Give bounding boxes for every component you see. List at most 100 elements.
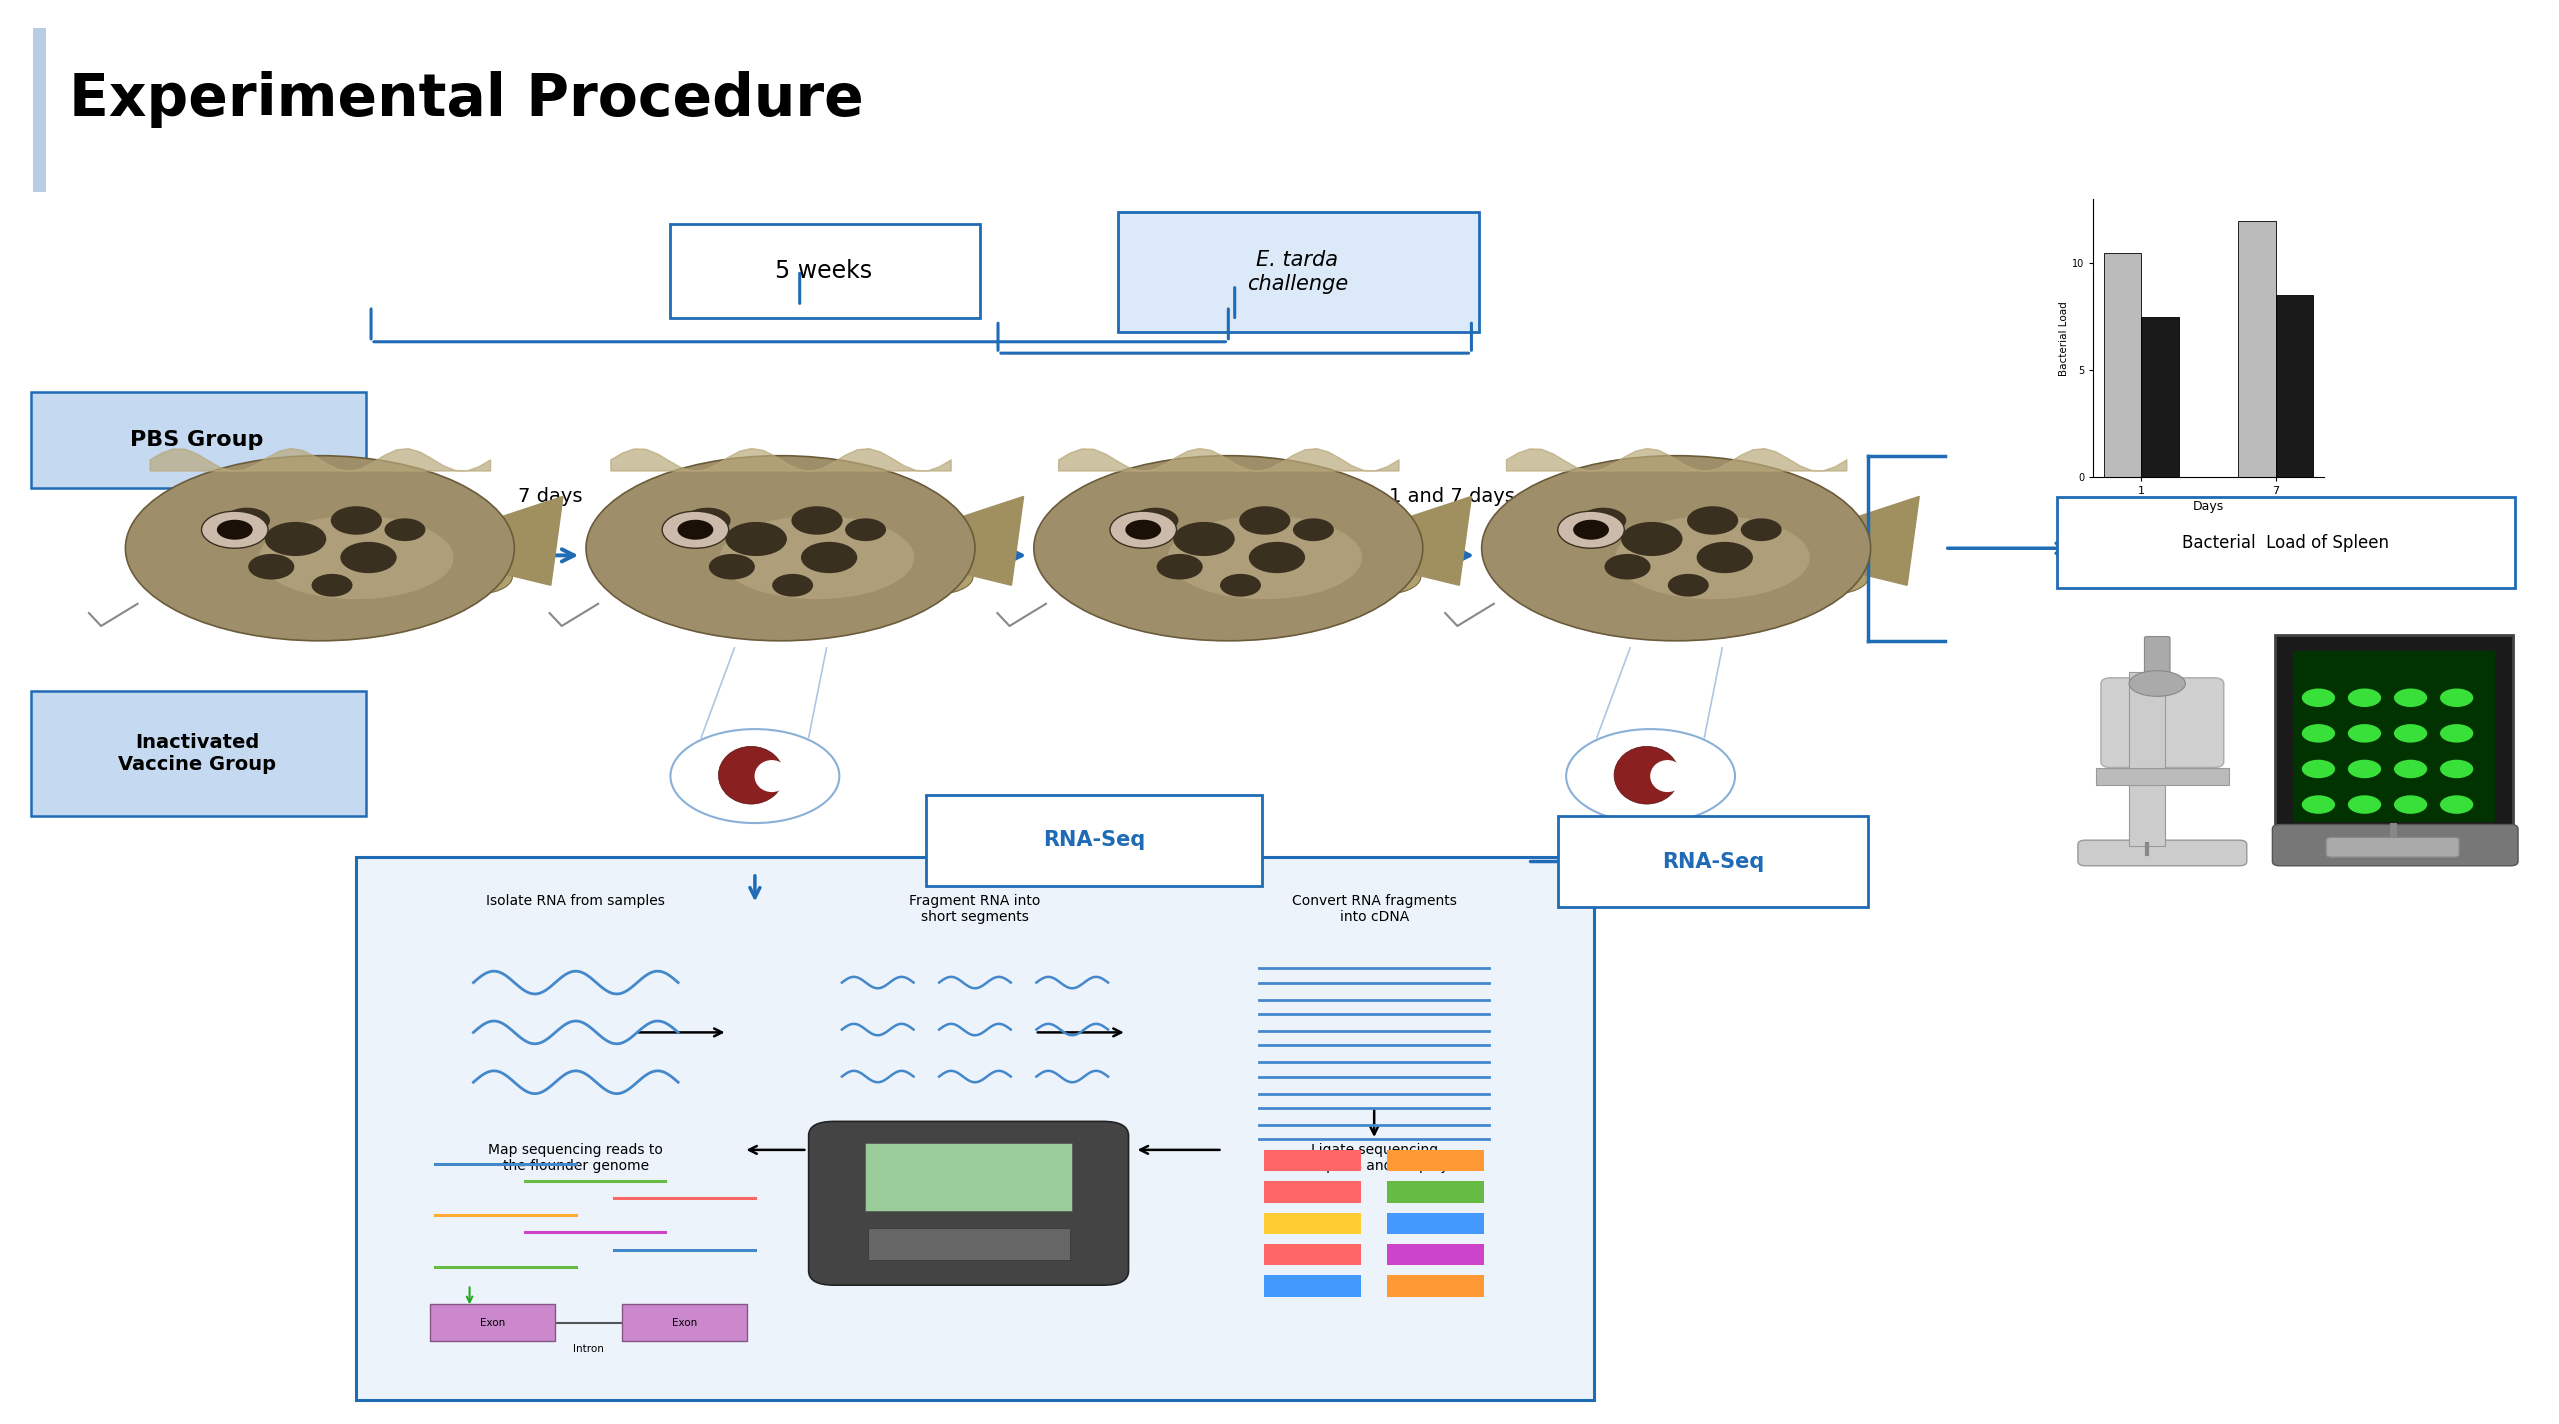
Circle shape xyxy=(218,520,253,540)
FancyBboxPatch shape xyxy=(2129,672,2165,846)
FancyBboxPatch shape xyxy=(868,1227,1070,1260)
FancyBboxPatch shape xyxy=(2275,635,2513,832)
Text: Ligate sequencing
adapters and amplify: Ligate sequencing adapters and amplify xyxy=(1300,1142,1448,1173)
FancyBboxPatch shape xyxy=(2144,637,2170,675)
Circle shape xyxy=(2303,760,2336,778)
Circle shape xyxy=(340,541,397,572)
Ellipse shape xyxy=(1750,545,1868,595)
Ellipse shape xyxy=(755,760,788,792)
Bar xyxy=(2275,296,2313,477)
Text: Exon: Exon xyxy=(673,1317,696,1329)
Bar xyxy=(1264,1182,1361,1202)
Circle shape xyxy=(264,523,328,557)
Bar xyxy=(1387,1151,1484,1171)
Text: 1 and 7 days: 1 and 7 days xyxy=(1390,487,1515,506)
Ellipse shape xyxy=(719,515,914,600)
Text: RNA-Seq: RNA-Seq xyxy=(1044,830,1144,850)
Polygon shape xyxy=(1848,497,1919,585)
Ellipse shape xyxy=(2129,671,2185,696)
FancyBboxPatch shape xyxy=(33,28,46,192)
Text: Map sequencing reads to
the flounder genome: Map sequencing reads to the flounder gen… xyxy=(489,1142,663,1173)
FancyBboxPatch shape xyxy=(926,795,1262,886)
Circle shape xyxy=(709,554,755,580)
Text: Convert RNA fragments
into cDNA: Convert RNA fragments into cDNA xyxy=(1292,894,1456,924)
Ellipse shape xyxy=(1482,456,1871,641)
Ellipse shape xyxy=(586,456,975,641)
Circle shape xyxy=(683,507,729,534)
Circle shape xyxy=(1622,523,1684,557)
Circle shape xyxy=(1126,520,1162,540)
Text: 5 weeks: 5 weeks xyxy=(775,259,873,282)
Circle shape xyxy=(844,518,885,541)
FancyBboxPatch shape xyxy=(2057,497,2515,588)
FancyBboxPatch shape xyxy=(430,1304,555,1341)
FancyBboxPatch shape xyxy=(2272,824,2518,866)
Ellipse shape xyxy=(855,545,972,595)
Circle shape xyxy=(2439,689,2472,706)
Ellipse shape xyxy=(1651,760,1684,792)
Ellipse shape xyxy=(394,545,512,595)
Ellipse shape xyxy=(1615,515,1809,600)
Circle shape xyxy=(2349,689,2382,706)
FancyBboxPatch shape xyxy=(1118,212,1479,332)
FancyBboxPatch shape xyxy=(31,392,366,488)
FancyBboxPatch shape xyxy=(2293,651,2495,822)
Text: Experimental Procedure: Experimental Procedure xyxy=(69,71,865,128)
Circle shape xyxy=(1740,518,1781,541)
Circle shape xyxy=(312,574,353,597)
Circle shape xyxy=(1581,507,1628,534)
Text: Inactivated
Vaccine Group: Inactivated Vaccine Group xyxy=(118,733,276,773)
Bar xyxy=(1387,1182,1484,1202)
Bar xyxy=(1387,1276,1484,1296)
Ellipse shape xyxy=(1034,456,1423,641)
Circle shape xyxy=(2303,725,2336,743)
FancyBboxPatch shape xyxy=(865,1142,1072,1210)
Polygon shape xyxy=(491,497,563,585)
X-axis label: Days: Days xyxy=(2193,500,2224,513)
Text: Intron: Intron xyxy=(573,1344,604,1354)
Ellipse shape xyxy=(125,456,514,641)
Ellipse shape xyxy=(1167,515,1361,600)
FancyBboxPatch shape xyxy=(622,1304,747,1341)
Circle shape xyxy=(202,511,269,548)
Circle shape xyxy=(1249,541,1305,572)
Polygon shape xyxy=(1400,497,1471,585)
Circle shape xyxy=(801,541,857,572)
Bar xyxy=(2142,316,2178,477)
Circle shape xyxy=(1292,518,1333,541)
Ellipse shape xyxy=(719,746,783,805)
Circle shape xyxy=(2439,760,2472,778)
Bar xyxy=(1264,1245,1361,1266)
FancyBboxPatch shape xyxy=(809,1122,1129,1286)
Circle shape xyxy=(2439,795,2472,815)
Bar xyxy=(1264,1151,1361,1171)
Circle shape xyxy=(678,520,714,540)
Bar xyxy=(2239,221,2275,477)
Circle shape xyxy=(1558,511,1625,548)
Circle shape xyxy=(1239,507,1290,535)
Circle shape xyxy=(225,507,271,534)
Circle shape xyxy=(791,507,842,535)
Circle shape xyxy=(2303,795,2336,815)
Circle shape xyxy=(2303,689,2336,706)
Circle shape xyxy=(384,518,425,541)
FancyBboxPatch shape xyxy=(2326,837,2459,857)
Circle shape xyxy=(1668,574,1709,597)
Circle shape xyxy=(663,511,729,548)
Circle shape xyxy=(670,729,839,823)
Text: RNA-Seq: RNA-Seq xyxy=(1663,852,1763,871)
Circle shape xyxy=(1221,574,1262,597)
Circle shape xyxy=(2393,725,2426,743)
Circle shape xyxy=(1172,523,1236,557)
Ellipse shape xyxy=(1303,545,1420,595)
Text: Bacterial  Load of Spleen: Bacterial Load of Spleen xyxy=(2183,534,2388,551)
Text: PBS Group: PBS Group xyxy=(131,430,264,450)
Circle shape xyxy=(773,574,814,597)
Text: Isolate RNA from samples: Isolate RNA from samples xyxy=(486,894,665,909)
Circle shape xyxy=(330,507,381,535)
Ellipse shape xyxy=(1615,746,1679,805)
Bar xyxy=(1264,1212,1361,1233)
Circle shape xyxy=(2439,725,2472,743)
Circle shape xyxy=(2393,760,2426,778)
Circle shape xyxy=(2393,689,2426,706)
